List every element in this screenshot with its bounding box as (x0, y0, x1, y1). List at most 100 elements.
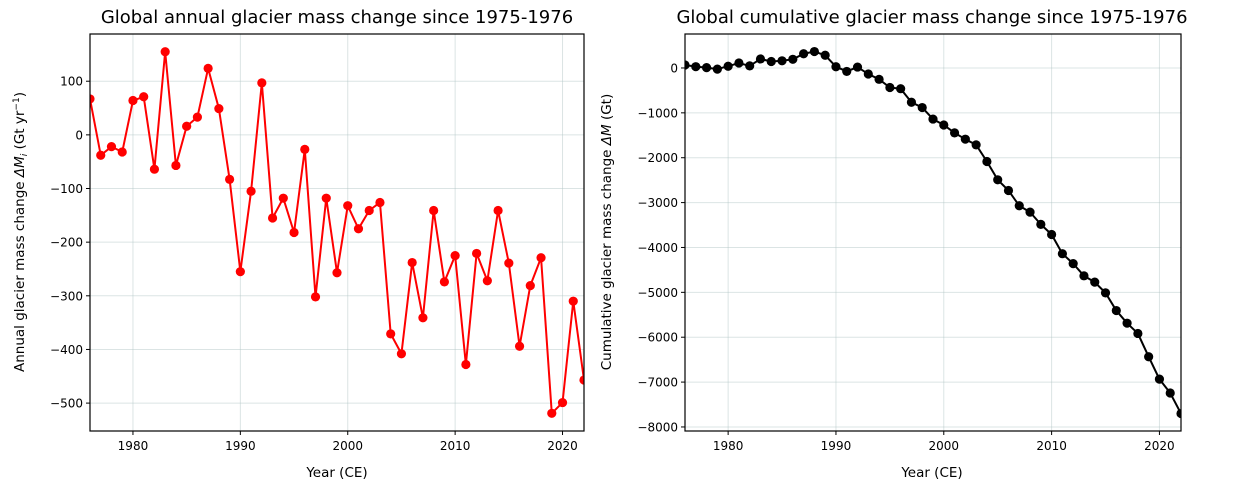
axis-ticks: 1980 1990 2000 2010 2020 0 −1000 −2000 −3000 −400… (637, 61, 1174, 453)
data-point (353, 224, 364, 234)
data-point (192, 112, 202, 122)
series-line (90, 50, 584, 415)
y-tick-label: −2000 (637, 151, 678, 165)
x-tick-label: 2000 (929, 439, 960, 453)
y-tick-label: −1000 (637, 106, 678, 120)
data-point (1014, 201, 1024, 211)
data-point (917, 102, 927, 113)
data-point (723, 61, 733, 71)
data-point (429, 205, 439, 216)
data-point (482, 276, 492, 286)
data-point (885, 82, 895, 93)
data-point (1100, 288, 1111, 298)
data-point (332, 268, 342, 278)
data-point (928, 114, 938, 124)
data-point (982, 156, 992, 167)
data-point (343, 201, 353, 211)
x-tick-label: 2020 (547, 439, 578, 453)
y-axis-label: Cumulative glacier mass change ΔM (Gt) (599, 94, 615, 371)
data-series (685, 46, 1181, 419)
data-point (246, 186, 256, 196)
data-point (788, 54, 798, 64)
data-point (1003, 185, 1014, 196)
data-point (1165, 388, 1175, 398)
x-tick-label: 2000 (332, 439, 363, 453)
data-point (128, 95, 138, 106)
x-tick-label: 1980 (118, 439, 149, 453)
data-point (214, 103, 224, 114)
data-point (1090, 277, 1100, 287)
series-group (685, 46, 1181, 419)
data-point (1047, 229, 1057, 240)
data-point (896, 84, 906, 94)
data-point (799, 49, 809, 59)
x-tick-label: 2010 (440, 439, 471, 453)
data-point (820, 50, 830, 60)
data-point (766, 56, 776, 67)
data-point (949, 128, 960, 138)
data-point (267, 213, 278, 223)
data-point (1144, 352, 1154, 362)
y-tick-label: −400 (50, 343, 83, 357)
data-point (96, 150, 106, 160)
data-point (1079, 271, 1089, 281)
y-tick-label: 100 (60, 75, 83, 89)
data-point (971, 140, 981, 150)
y-tick-label: −200 (50, 236, 83, 250)
data-point (450, 250, 460, 261)
data-point (117, 147, 127, 157)
y-axis-label: Annual glacier mass change ΔMi (Gt yr−1) (12, 92, 30, 372)
plot-frame (684, 33, 1182, 432)
data-point (525, 281, 535, 291)
chart-title: Global annual glacier mass change since … (101, 7, 573, 28)
x-tick-label: 2010 (1036, 439, 1067, 453)
y-tick-label: 0 (670, 61, 678, 75)
x-tick-label: 1980 (713, 439, 744, 453)
cumulative-mass-change-chart: Global cumulative glacier mass change si… (599, 7, 1188, 481)
data-point (171, 160, 181, 171)
data-point (831, 62, 841, 72)
data-point (514, 341, 525, 351)
data-point (734, 58, 744, 68)
data-point (225, 174, 235, 184)
data-point (160, 47, 170, 57)
data-point (777, 56, 787, 66)
data-point (755, 54, 766, 64)
data-point (1133, 328, 1143, 339)
x-tick-label: 1990 (225, 439, 256, 453)
data-point (203, 63, 213, 73)
data-point (139, 92, 149, 102)
data-point (418, 313, 428, 323)
annual-mass-change-chart: Global annual glacier mass change since … (12, 7, 585, 481)
y-tick-label: −8000 (637, 420, 678, 434)
data-point (278, 193, 288, 203)
x-tick-label: 2020 (1144, 439, 1175, 453)
data-point (504, 258, 514, 268)
data-point (842, 66, 852, 77)
data-point (321, 193, 331, 203)
data-point (1036, 219, 1046, 230)
data-point (149, 164, 160, 174)
data-point (90, 94, 95, 104)
data-series (90, 47, 584, 418)
data-point (289, 227, 299, 238)
data-point (493, 205, 503, 216)
data-point (960, 134, 970, 144)
data-point (1111, 305, 1121, 316)
plot-frame (89, 33, 585, 432)
data-point (852, 62, 863, 72)
axis-ticks: 1980 1990 2000 2010 2020 100 0 −100 −200 −300 −400… (50, 75, 578, 453)
data-point (386, 329, 396, 339)
chart-title: Global cumulative glacier mass change si… (676, 7, 1187, 28)
y-tick-label: −100 (50, 182, 83, 196)
data-point (712, 64, 722, 74)
data-point (701, 63, 712, 73)
data-point (235, 267, 245, 277)
data-point (1057, 249, 1067, 259)
data-point (461, 359, 471, 370)
data-point (375, 197, 385, 208)
data-point (1025, 207, 1035, 217)
grid (685, 34, 1181, 431)
data-point (863, 69, 873, 79)
